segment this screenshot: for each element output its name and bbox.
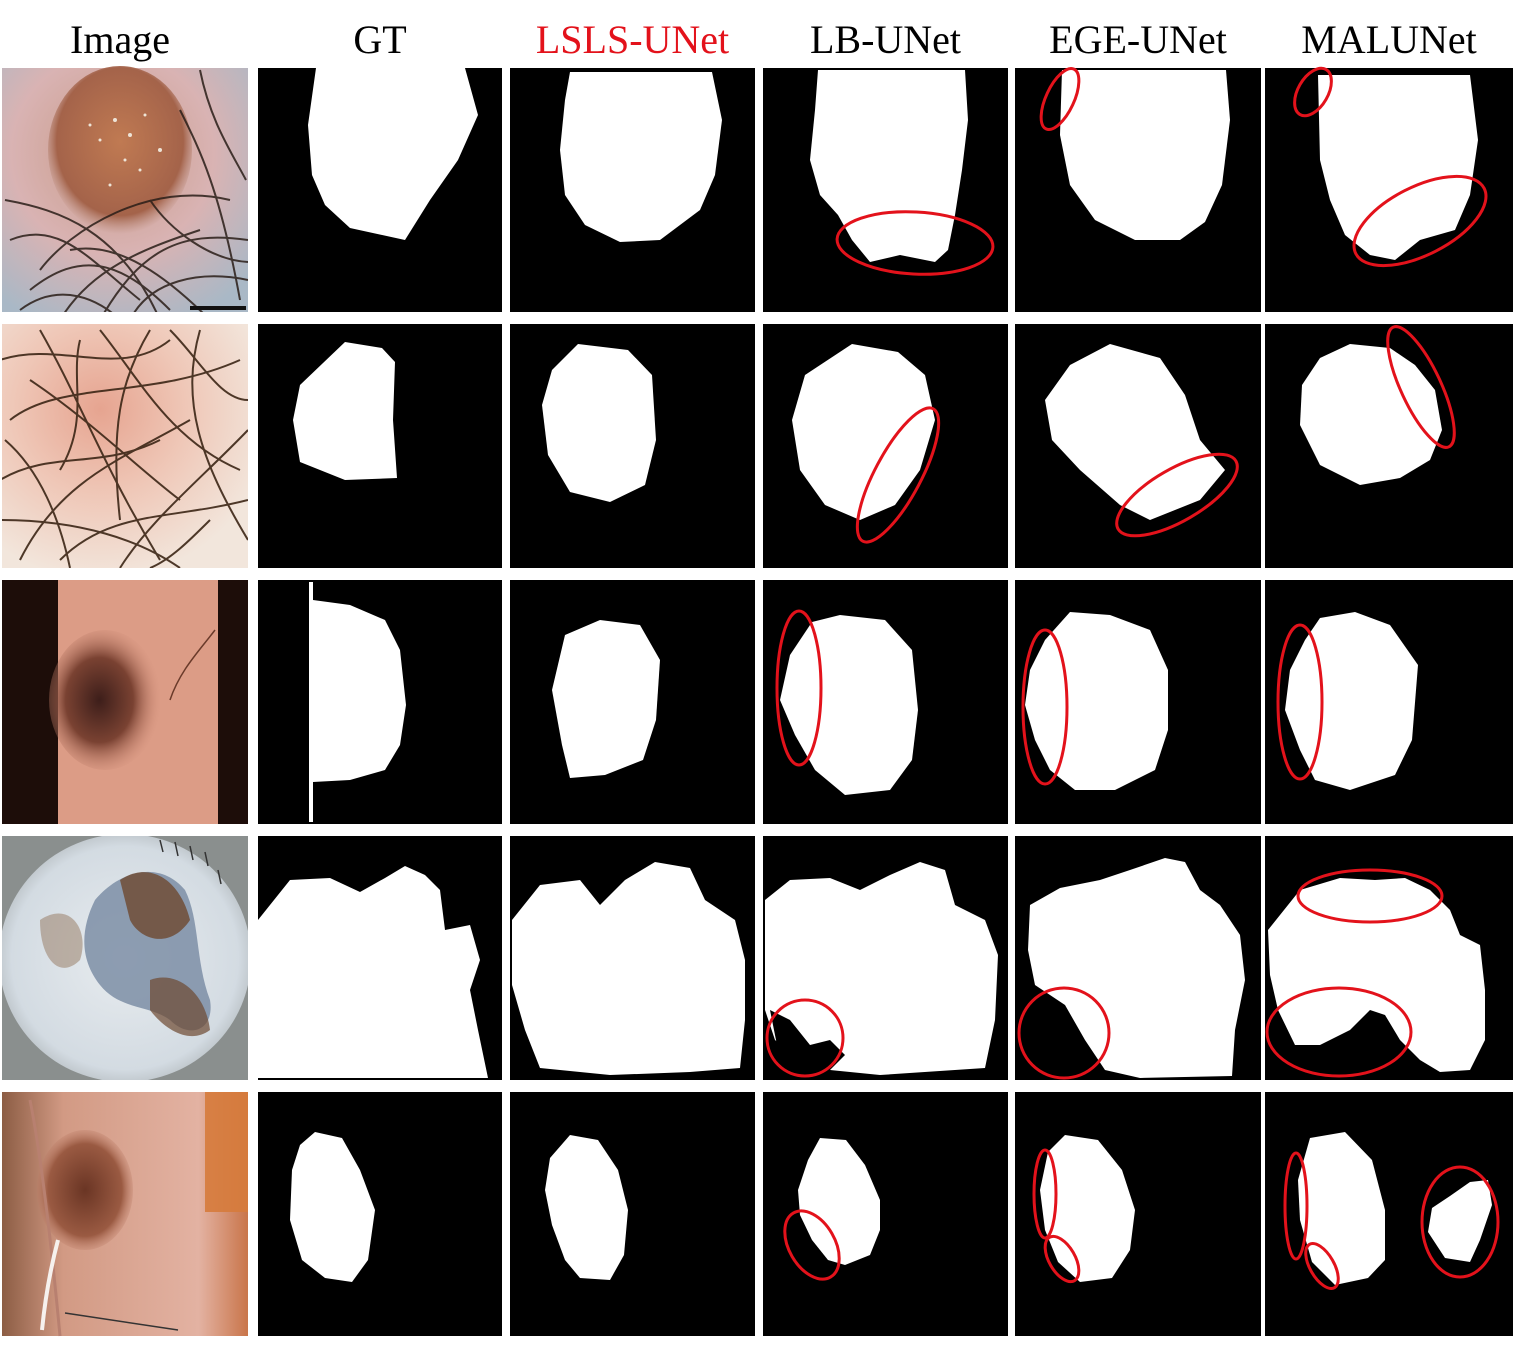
error-ellipse-malunet-row-4a xyxy=(1296,868,1444,924)
mask-lb-unet-row-2 xyxy=(792,344,935,520)
image-row-2 xyxy=(2,324,248,568)
image-row-3 xyxy=(2,580,248,824)
mask-lb-unet-row-5 xyxy=(798,1138,880,1265)
column-header-lb-unet: LB-UNet xyxy=(809,17,962,62)
mask-malunet-row-4 xyxy=(1268,878,1485,1072)
mask-malunet-row-1 xyxy=(1318,75,1478,260)
error-ellipse-lb-unet-row-4 xyxy=(765,998,845,1078)
column-header-ege-unet: EGE-UNet xyxy=(1049,17,1227,62)
mask-lsls-unet-row-3 xyxy=(552,620,660,778)
mask-gt-row-2 xyxy=(293,342,397,480)
mask-lsls-unet-row-4 xyxy=(512,862,745,1075)
error-ellipse-malunet-row-1b xyxy=(1352,174,1488,268)
error-ellipse-lb-unet-row-3 xyxy=(775,609,823,767)
error-ellipse-malunet-row-4b xyxy=(1265,986,1413,1078)
mask-lsls-unet-row-5 xyxy=(545,1135,628,1280)
error-ellipse-malunet-row-3 xyxy=(1276,623,1324,781)
error-ellipse-ege-unet-row-5b xyxy=(1043,1234,1081,1284)
mask-ege-unet-row-2 xyxy=(1045,344,1225,520)
mask-ege-unet-row-4 xyxy=(1028,858,1245,1078)
mask-lsls-unet-row-2 xyxy=(542,344,656,502)
error-ellipse-malunet-row-1a xyxy=(1293,66,1333,118)
error-ellipses xyxy=(765,66,1500,1290)
mask-ege-unet-row-1 xyxy=(1060,70,1230,240)
column-header-gt: GT xyxy=(353,17,407,62)
error-ellipse-malunet-row-2 xyxy=(1386,325,1456,449)
mask-lsls-unet-row-1 xyxy=(560,72,722,242)
error-ellipse-ege-unet-row-1 xyxy=(1039,67,1081,131)
error-ellipse-malunet-row-5a xyxy=(1283,1151,1309,1261)
column-header-image: Image xyxy=(70,17,170,62)
column-header-lsls-unet: LSLS-UNet xyxy=(535,17,730,62)
mask-gt-row-5 xyxy=(290,1132,375,1282)
column-header-malunet: MALUNet xyxy=(1301,17,1477,62)
mask-lb-unet-row-3 xyxy=(780,615,918,795)
error-ellipse-lb-unet-row-1 xyxy=(835,210,995,276)
mask-lb-unet-row-4-hole xyxy=(770,1010,845,1070)
error-ellipse-ege-unet-row-5a xyxy=(1032,1148,1058,1240)
mask-gt-row-4 xyxy=(258,866,488,1078)
error-ellipse-lb-unet-row-5 xyxy=(783,1209,841,1281)
error-ellipse-lb-unet-row-2 xyxy=(855,406,941,544)
error-ellipse-ege-unet-row-3 xyxy=(1021,628,1069,786)
error-ellipse-malunet-row-5c xyxy=(1420,1165,1500,1279)
mask-gt-row-3 xyxy=(309,582,406,822)
mask-malunet-row-2 xyxy=(1300,344,1442,485)
image-row-4 xyxy=(2,836,248,1080)
mask-lb-unet-row-4 xyxy=(765,862,998,1075)
image-row-5 xyxy=(2,1092,248,1337)
error-ellipse-ege-unet-row-4 xyxy=(1017,986,1111,1080)
mask-malunet-row-5-false-positive xyxy=(1428,1180,1492,1262)
mask-gt-row-1 xyxy=(308,68,478,240)
error-ellipse-ege-unet-row-2 xyxy=(1115,452,1239,538)
mask-ege-unet-row-5 xyxy=(1040,1135,1135,1282)
image-row-1 xyxy=(2,66,248,312)
error-ellipse-malunet-row-5b xyxy=(1304,1242,1340,1290)
